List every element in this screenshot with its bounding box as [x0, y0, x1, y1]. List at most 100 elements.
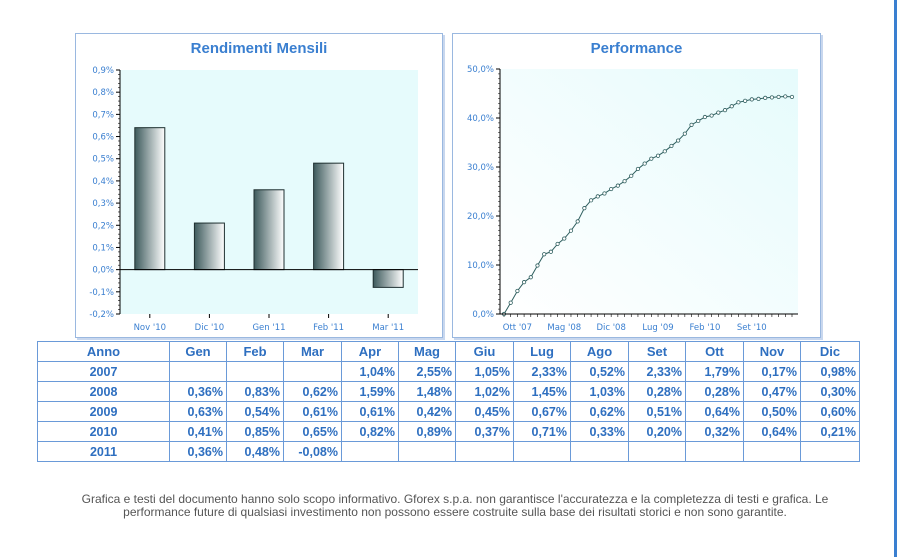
table-value-cell: 0,61% — [341, 401, 399, 422]
table-year-cell: 2010 — [37, 421, 170, 442]
performance-point — [582, 206, 587, 211]
table-value-cell: 0,64% — [743, 421, 801, 442]
table-value-cell: 0,67% — [513, 401, 571, 422]
table-value-cell: 1,79% — [685, 361, 744, 382]
table-value-cell: 2,33% — [513, 361, 571, 382]
performance-point — [736, 100, 741, 105]
table-value-cell: 0,85% — [226, 421, 284, 442]
table-value-cell: 0,65% — [283, 421, 342, 442]
page-right-rule — [894, 0, 897, 557]
table-value-cell: 1,04% — [341, 361, 399, 382]
table-value-cell — [169, 361, 227, 382]
table-row: 2010 0,41% 0,85% 0,65% 0,82% 0,89% 0,37% 0,71% 0… — [37, 421, 860, 442]
table-header-dic: Dic — [800, 341, 860, 362]
table-value-cell: 0,37% — [455, 421, 514, 442]
table-value-cell: 1,05% — [455, 361, 514, 382]
line-x-tick-label: Ott '07 — [503, 323, 532, 333]
table-value-cell: 0,82% — [341, 421, 399, 442]
line-y-tick-label: 10,0% — [467, 261, 494, 271]
monthly-returns-panel: Rendimenti Mensili 0,9% 0,8% 0,7% 0,6% 0,5% 0… — [75, 33, 443, 338]
performance-point — [682, 131, 687, 136]
table-header-apr: Apr — [341, 341, 399, 362]
table-value-cell: 0,41% — [169, 421, 227, 442]
table-value-cell: 0,36% — [169, 381, 227, 402]
performance-point — [622, 179, 627, 184]
table-value-cell: 0,98% — [800, 361, 860, 382]
bar-x-tick-label: Dic '10 — [195, 323, 224, 333]
table-value-cell: 0,62% — [283, 381, 342, 402]
table-value-cell — [513, 441, 571, 462]
performance-point — [662, 149, 667, 154]
table-value-cell: 0,61% — [283, 401, 342, 422]
bar-Nov '10 — [134, 127, 166, 271]
table-value-cell: 0,50% — [743, 401, 801, 422]
line-x-tick-label: Lug '09 — [642, 323, 673, 333]
performance-point — [756, 96, 761, 101]
table-value-cell: 0,33% — [570, 421, 629, 442]
table-header-feb: Feb — [226, 341, 284, 362]
table-row: 2009 0,63% 0,54% 0,61% 0,61% 0,42% 0,45% 0,67% 0… — [37, 401, 860, 422]
table-value-cell: 0,28% — [628, 381, 686, 402]
bar-y-tick-label: 0,9% — [92, 66, 114, 76]
table-value-cell: 0,42% — [398, 401, 456, 422]
table-value-cell — [685, 441, 744, 462]
table-year-cell: 2008 — [37, 381, 170, 402]
performance-point — [655, 153, 661, 158]
line-y-tick-label: 40,0% — [467, 114, 494, 124]
monthly-returns-title: Rendimenti Mensili — [190, 40, 328, 57]
performance-point — [595, 194, 600, 199]
performance-point — [696, 118, 701, 124]
line-y-tick-label: 30,0% — [467, 163, 494, 173]
table-value-cell: 0,60% — [800, 401, 860, 422]
table-value-cell: 0,36% — [169, 441, 227, 462]
performance-point — [776, 94, 781, 100]
table-header-ott: Ott — [685, 341, 744, 362]
performance-point — [609, 186, 614, 192]
line-y-tick-label: 0,0% — [472, 310, 494, 320]
table-value-cell: 1,48% — [398, 381, 456, 402]
performance-point — [542, 252, 547, 257]
bar-Dic '10 — [193, 222, 225, 271]
table-year-cell: 2007 — [37, 361, 170, 382]
table-header-lug: Lug — [513, 341, 571, 362]
table-year-cell: 2009 — [37, 401, 170, 422]
performance-point — [642, 161, 647, 166]
table-value-cell: 1,45% — [513, 381, 571, 402]
table-value-cell — [800, 441, 860, 462]
table-value-cell: -0,08% — [283, 441, 342, 462]
table-value-cell — [341, 441, 399, 462]
bar-y-tick-label: 0,4% — [92, 177, 114, 187]
table-value-cell: 0,71% — [513, 421, 571, 442]
table-header-ago: Ago — [570, 341, 629, 362]
bar-y-tick-label: 0,0% — [92, 266, 114, 276]
performance-title: Performance — [590, 40, 683, 57]
table-header-anno: Anno — [37, 341, 170, 362]
line-x-tick-label: Dic '08 — [596, 323, 625, 333]
table-value-cell: 1,03% — [570, 381, 629, 402]
line-x-tick-label: Feb '10 — [689, 323, 720, 333]
performance-point — [709, 113, 714, 118]
bar-y-tick-label: 0,1% — [92, 243, 114, 253]
table-value-cell: 0,64% — [685, 401, 744, 422]
bar-y-tick-label: 0,8% — [92, 88, 114, 98]
table-value-cell: 0,63% — [169, 401, 227, 422]
bar-x-tick-label: Mar '11 — [372, 323, 404, 333]
performance-point — [548, 249, 553, 254]
table-value-cell: 0,62% — [570, 401, 629, 422]
performance-point — [508, 300, 513, 305]
performance-point — [528, 275, 533, 280]
table-value-cell: 0,47% — [743, 381, 801, 402]
bar-x-tick-label: Gen '11 — [252, 323, 285, 333]
performance-chart: 50,0% 40,0% 30,0% 20,0% 10,0% 0,0% Ott '07 Mag … — [467, 65, 798, 333]
bar-Feb '11 — [313, 162, 345, 271]
performance-point — [568, 228, 574, 233]
table-value-cell: 1,59% — [341, 381, 399, 402]
table-row: 2011 0,36% 0,48% -0,08% — [37, 441, 860, 462]
line-y-tick-label: 20,0% — [467, 212, 494, 222]
performance-point — [615, 183, 620, 188]
table-value-cell — [226, 361, 284, 382]
table-year-cell: 2011 — [37, 441, 170, 462]
table-header-gen: Gen — [169, 341, 227, 362]
table-value-cell: 0,20% — [628, 421, 686, 442]
monthly-returns-chart: 0,9% 0,8% 0,7% 0,6% 0,5% 0,4% 0,3% 0,2% 0,1% 0,0%… — [89, 66, 418, 333]
